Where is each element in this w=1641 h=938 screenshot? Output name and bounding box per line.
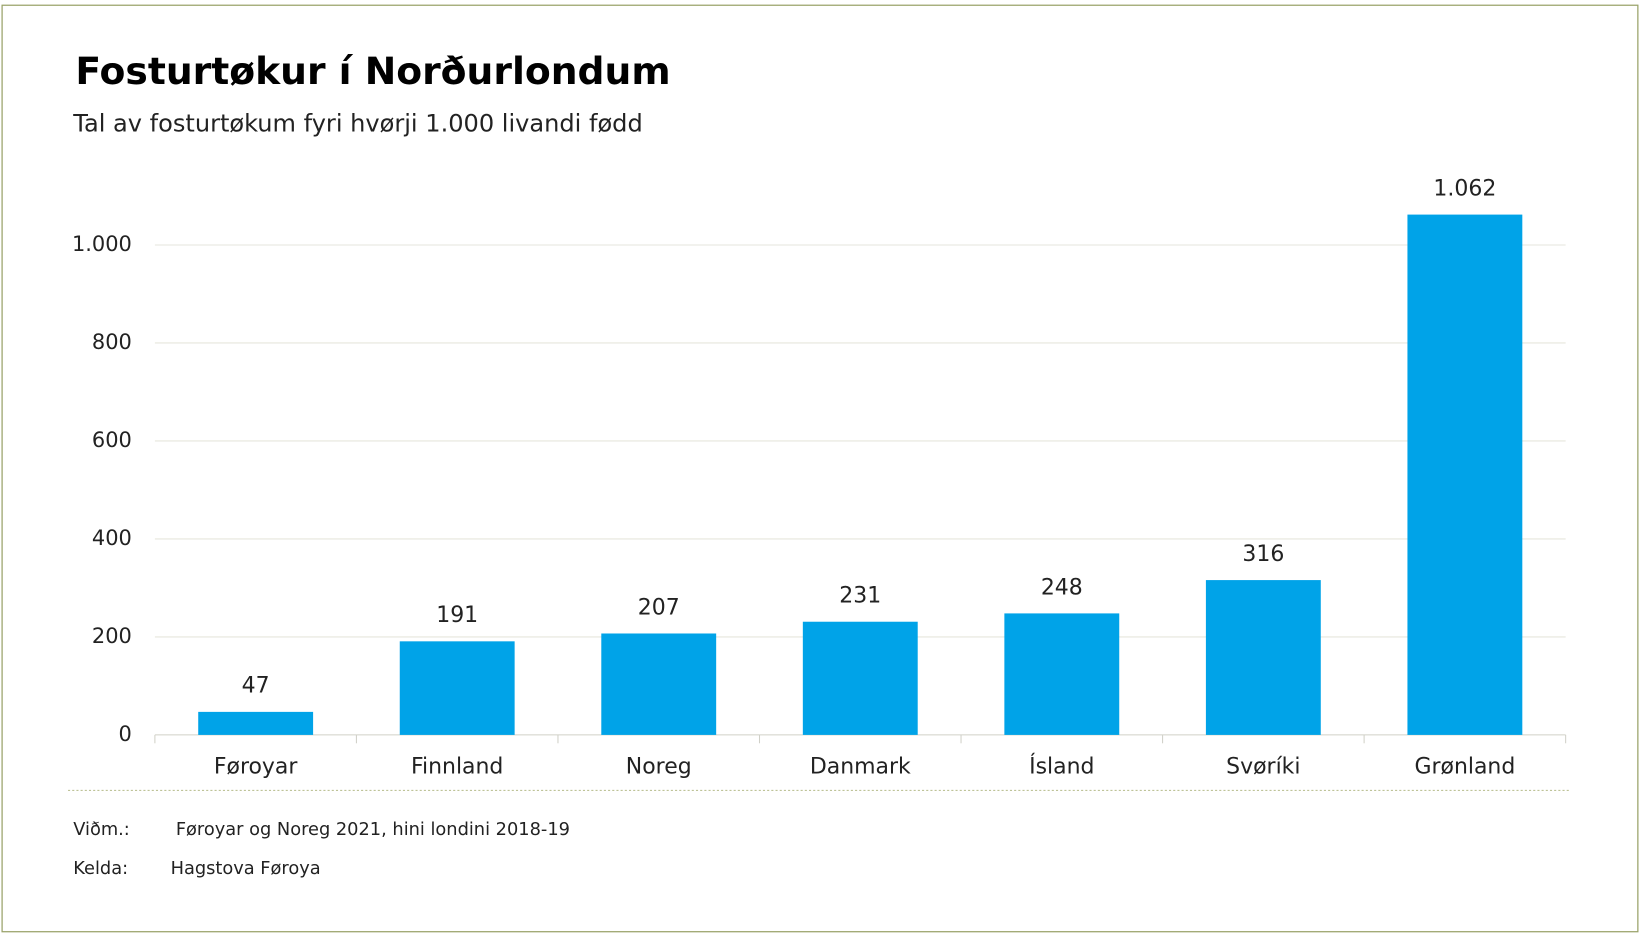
y-tick-label: 200 [92, 624, 132, 648]
value-label: 231 [839, 584, 881, 609]
value-label: 316 [1242, 542, 1284, 567]
y-tick-label: 1.000 [72, 232, 132, 256]
y-tick-label: 400 [92, 526, 132, 550]
y-tick-label: 600 [92, 428, 132, 452]
bar [601, 633, 717, 735]
chart-title: Fosturtøkur í Norðurlondum [75, 49, 670, 93]
bar [1407, 214, 1523, 735]
value-label: 207 [638, 595, 680, 620]
x-tick-label: Føroyar [214, 754, 299, 779]
x-tick-label: Grønland [1414, 754, 1515, 779]
bar [1205, 580, 1321, 735]
note-label: Kelda: [73, 858, 128, 879]
bar [802, 621, 918, 735]
frame [1, 4, 1639, 933]
value-label: 191 [436, 603, 478, 628]
value-label: 248 [1041, 575, 1083, 600]
bar [198, 711, 314, 735]
note-text: Hagstova Føroya [171, 858, 321, 879]
note-text: Føroyar og Noreg 2021, hini londini 2018… [176, 819, 570, 840]
x-tick-label: Svøríki [1226, 754, 1300, 779]
x-tick-label: Ísland [1029, 753, 1094, 779]
x-tick-label: Finnland [411, 754, 503, 779]
x-tick-label: Noreg [626, 754, 692, 779]
bar [399, 641, 515, 735]
value-label: 1.062 [1433, 176, 1496, 201]
value-label: 47 [242, 674, 270, 699]
y-tick-label: 0 [119, 722, 132, 746]
y-tick-label: 800 [92, 330, 132, 354]
x-tick-label: Danmark [810, 754, 911, 779]
note-label: Viðm.: [73, 819, 130, 840]
chart-subtitle: Tal av fosturtøkum fyri hvørji 1.000 liv… [72, 110, 642, 138]
bar [1004, 613, 1120, 735]
